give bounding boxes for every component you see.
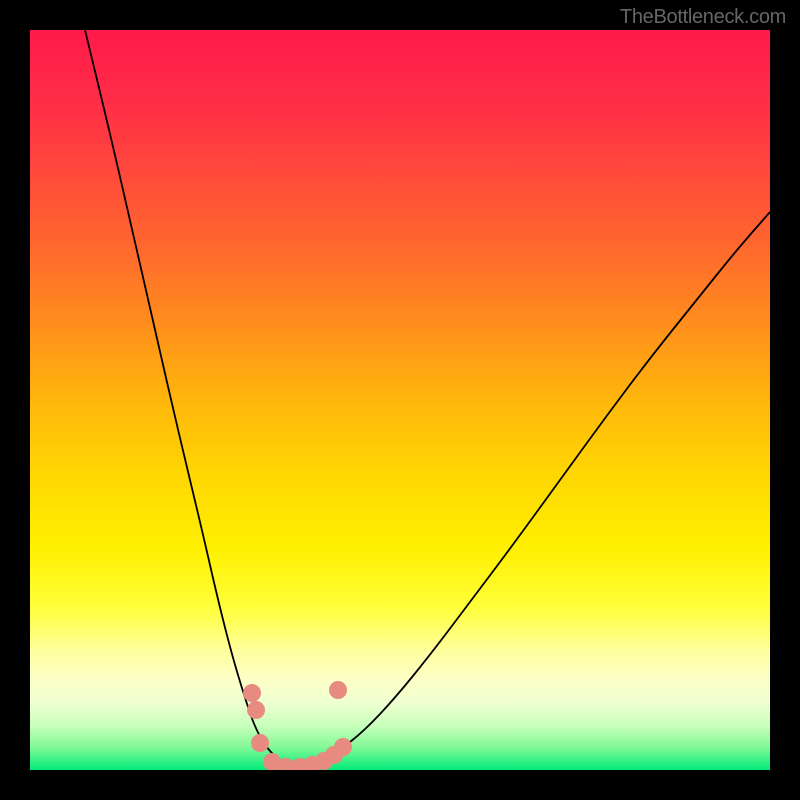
scatter-dot	[329, 681, 347, 699]
scatter-dot	[334, 738, 352, 756]
scatter-dot	[247, 701, 265, 719]
scatter-dot	[243, 684, 261, 702]
watermark-text: TheBottleneck.com	[620, 6, 786, 29]
scatter-points	[30, 30, 770, 770]
scatter-dot	[251, 734, 269, 752]
chart-plot-area	[30, 30, 770, 770]
